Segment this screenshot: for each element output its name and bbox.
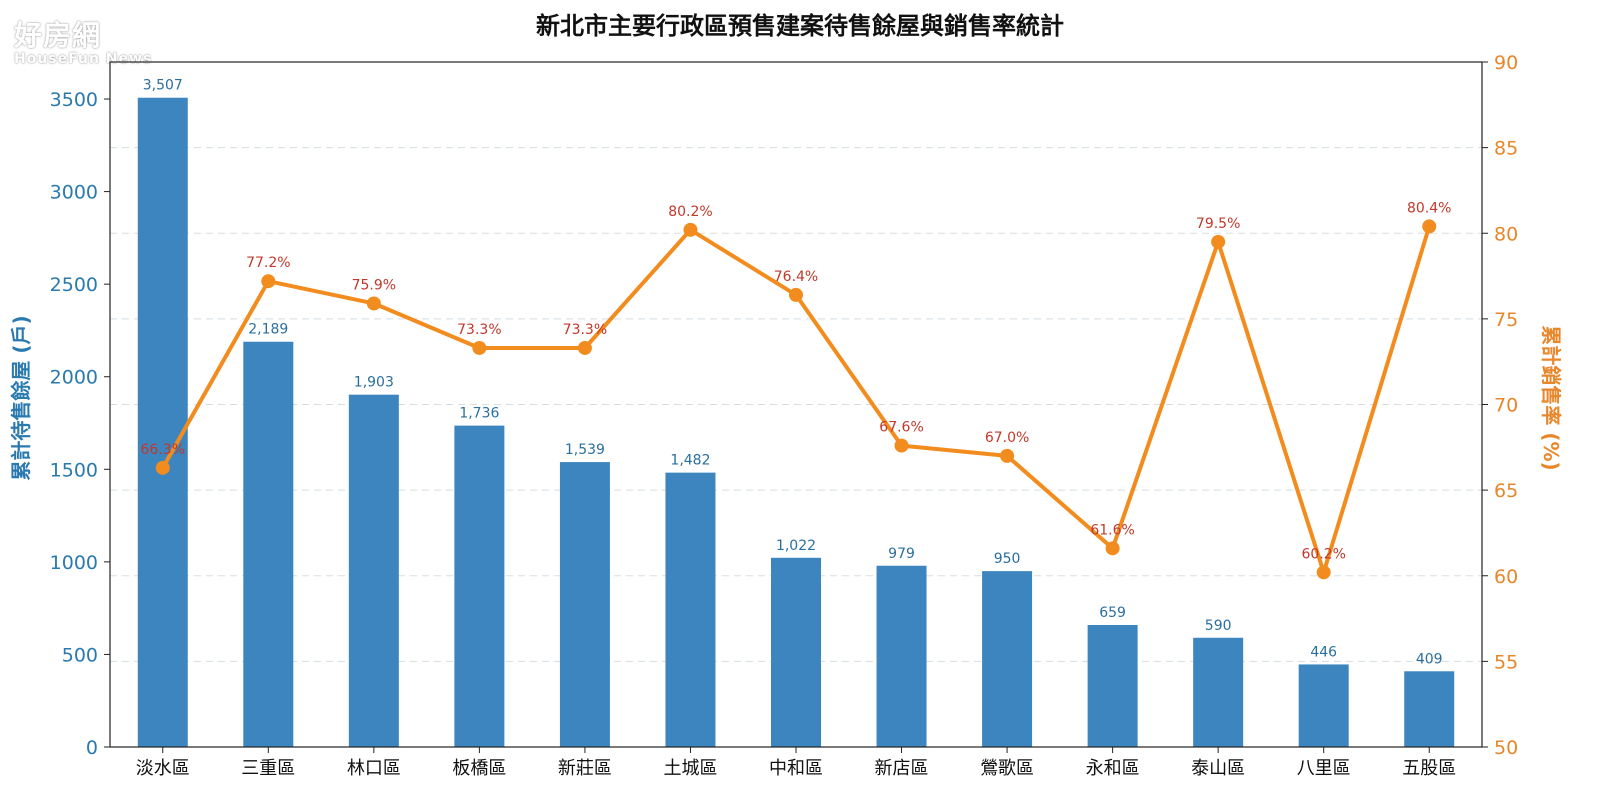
y-right-tick-label: 75	[1494, 309, 1518, 331]
x-tick-label: 八里區	[1297, 758, 1351, 779]
x-tick-label: 林口區	[347, 758, 401, 779]
x-tick-label: 土城區	[663, 758, 717, 779]
rate-point-3	[366, 296, 381, 311]
x-tick-label: 新莊區	[558, 758, 612, 779]
rate-point-8	[894, 438, 909, 453]
bar-value-label: 3,507	[143, 78, 183, 94]
y-left-tick-label: 3500	[50, 89, 98, 111]
bar-value-label: 1,736	[459, 406, 499, 422]
bar-6	[665, 472, 716, 747]
bar-9	[982, 571, 1033, 747]
bar-value-label: 1,482	[670, 453, 710, 469]
bar-layer: 3,507 2,189 1,903 1,736 1,539 1,482 1,022 979 95…	[137, 78, 1455, 747]
bar-3	[348, 394, 399, 747]
bar-1	[137, 97, 188, 747]
x-tick-label: 鶯歌區	[980, 758, 1034, 779]
bar-12	[1298, 664, 1349, 747]
bar-value-label: 2,189	[248, 322, 288, 338]
bar-value-label: 446	[1310, 644, 1337, 660]
y-left-tick-label: 1000	[50, 552, 98, 574]
rate-value-label: 76.4%	[774, 269, 818, 285]
chart-title: 新北市主要行政區預售建案待售餘屋與銷售率統計	[536, 12, 1064, 40]
bar-value-label: 1,539	[565, 442, 605, 458]
rate-point-13	[1422, 219, 1437, 234]
rate-point-6	[683, 222, 698, 237]
bar-5	[559, 462, 610, 747]
y-axis-right-label: 累計銷售率 (%)	[1539, 325, 1563, 470]
y-right-tick-label: 90	[1494, 52, 1518, 74]
bar-7	[771, 557, 821, 747]
bar-2	[243, 341, 294, 747]
rate-value-label: 66.3%	[141, 442, 185, 458]
rate-value-label: 75.9%	[352, 277, 396, 293]
rate-value-label: 60.2%	[1301, 546, 1345, 562]
y-right-tick-label: 65	[1494, 480, 1518, 502]
x-tick-label: 新店區	[875, 758, 929, 779]
x-tick-label: 淡水區	[136, 758, 190, 779]
bar-8	[876, 565, 927, 747]
y-left-tick-label: 500	[62, 644, 98, 666]
bar-value-label: 950	[994, 551, 1021, 567]
y-right-tick-label: 50	[1494, 737, 1518, 759]
y-left-tick-label: 3000	[50, 182, 98, 204]
rate-value-label: 73.3%	[457, 322, 501, 338]
rate-value-label: 79.5%	[1196, 216, 1240, 232]
y-left-tick-label: 2000	[50, 367, 98, 389]
x-tick-label: 板橋區	[452, 758, 506, 779]
rate-point-2	[261, 274, 276, 289]
rate-value-label: 67.0%	[985, 430, 1029, 446]
y-axis-left-label: 累計待售餘屋 (戶)	[9, 315, 33, 480]
y-left-tick-label: 1500	[50, 459, 98, 481]
bar-11	[1193, 637, 1244, 747]
y-right-tick-label: 85	[1494, 138, 1518, 160]
rate-point-1	[155, 460, 170, 475]
y-left-tick-label: 2500	[50, 274, 98, 296]
rate-value-label: 80.4%	[1407, 200, 1451, 216]
bar-value-label: 590	[1205, 618, 1232, 634]
y-right-tick-label: 60	[1494, 566, 1518, 588]
y-right-tick-label: 80	[1494, 223, 1518, 245]
rate-point-11	[1211, 234, 1226, 249]
rate-value-label: 77.2%	[246, 255, 290, 271]
bar-value-label: 1,022	[776, 538, 816, 554]
x-tick-label: 泰山區	[1191, 758, 1245, 779]
x-tick-label: 永和區	[1086, 758, 1140, 779]
rate-value-label: 67.6%	[879, 420, 923, 436]
x-tick-label: 中和區	[769, 758, 823, 779]
watermark-cn: 好房網	[14, 19, 102, 52]
bar-13	[1404, 671, 1455, 747]
bar-4	[454, 425, 505, 747]
bar-value-label: 409	[1416, 651, 1443, 667]
rate-point-9	[1000, 448, 1015, 463]
rate-value-label: 73.3%	[563, 322, 607, 338]
axis-layer: 0 500 1000 1500 2000 2500 3000 3500 50 55 60 65 70 75…	[50, 52, 1519, 779]
x-tick-label: 五股區	[1402, 758, 1456, 779]
y-left-tick-label: 0	[86, 737, 98, 759]
rate-point-12	[1316, 565, 1331, 580]
rate-value-label: 80.2%	[668, 204, 712, 220]
bar-value-label: 979	[888, 546, 915, 562]
rate-value-label: 61.6%	[1090, 522, 1134, 538]
y-right-tick-label: 55	[1494, 651, 1518, 673]
rate-point-7	[789, 287, 803, 302]
bar-value-label: 1,903	[354, 375, 394, 391]
x-tick-label: 三重區	[241, 758, 295, 779]
line-layer: 66.3% 77.2% 75.9% 73.3% 73.3% 80.2% 76.4% 67.6%…	[141, 200, 1451, 580]
bar-10	[1087, 624, 1138, 747]
bar-value-label: 659	[1099, 605, 1126, 621]
rate-point-4	[472, 340, 487, 355]
rate-point-10	[1105, 541, 1120, 556]
rate-point-5	[577, 340, 592, 355]
y-right-tick-label: 70	[1494, 395, 1518, 417]
